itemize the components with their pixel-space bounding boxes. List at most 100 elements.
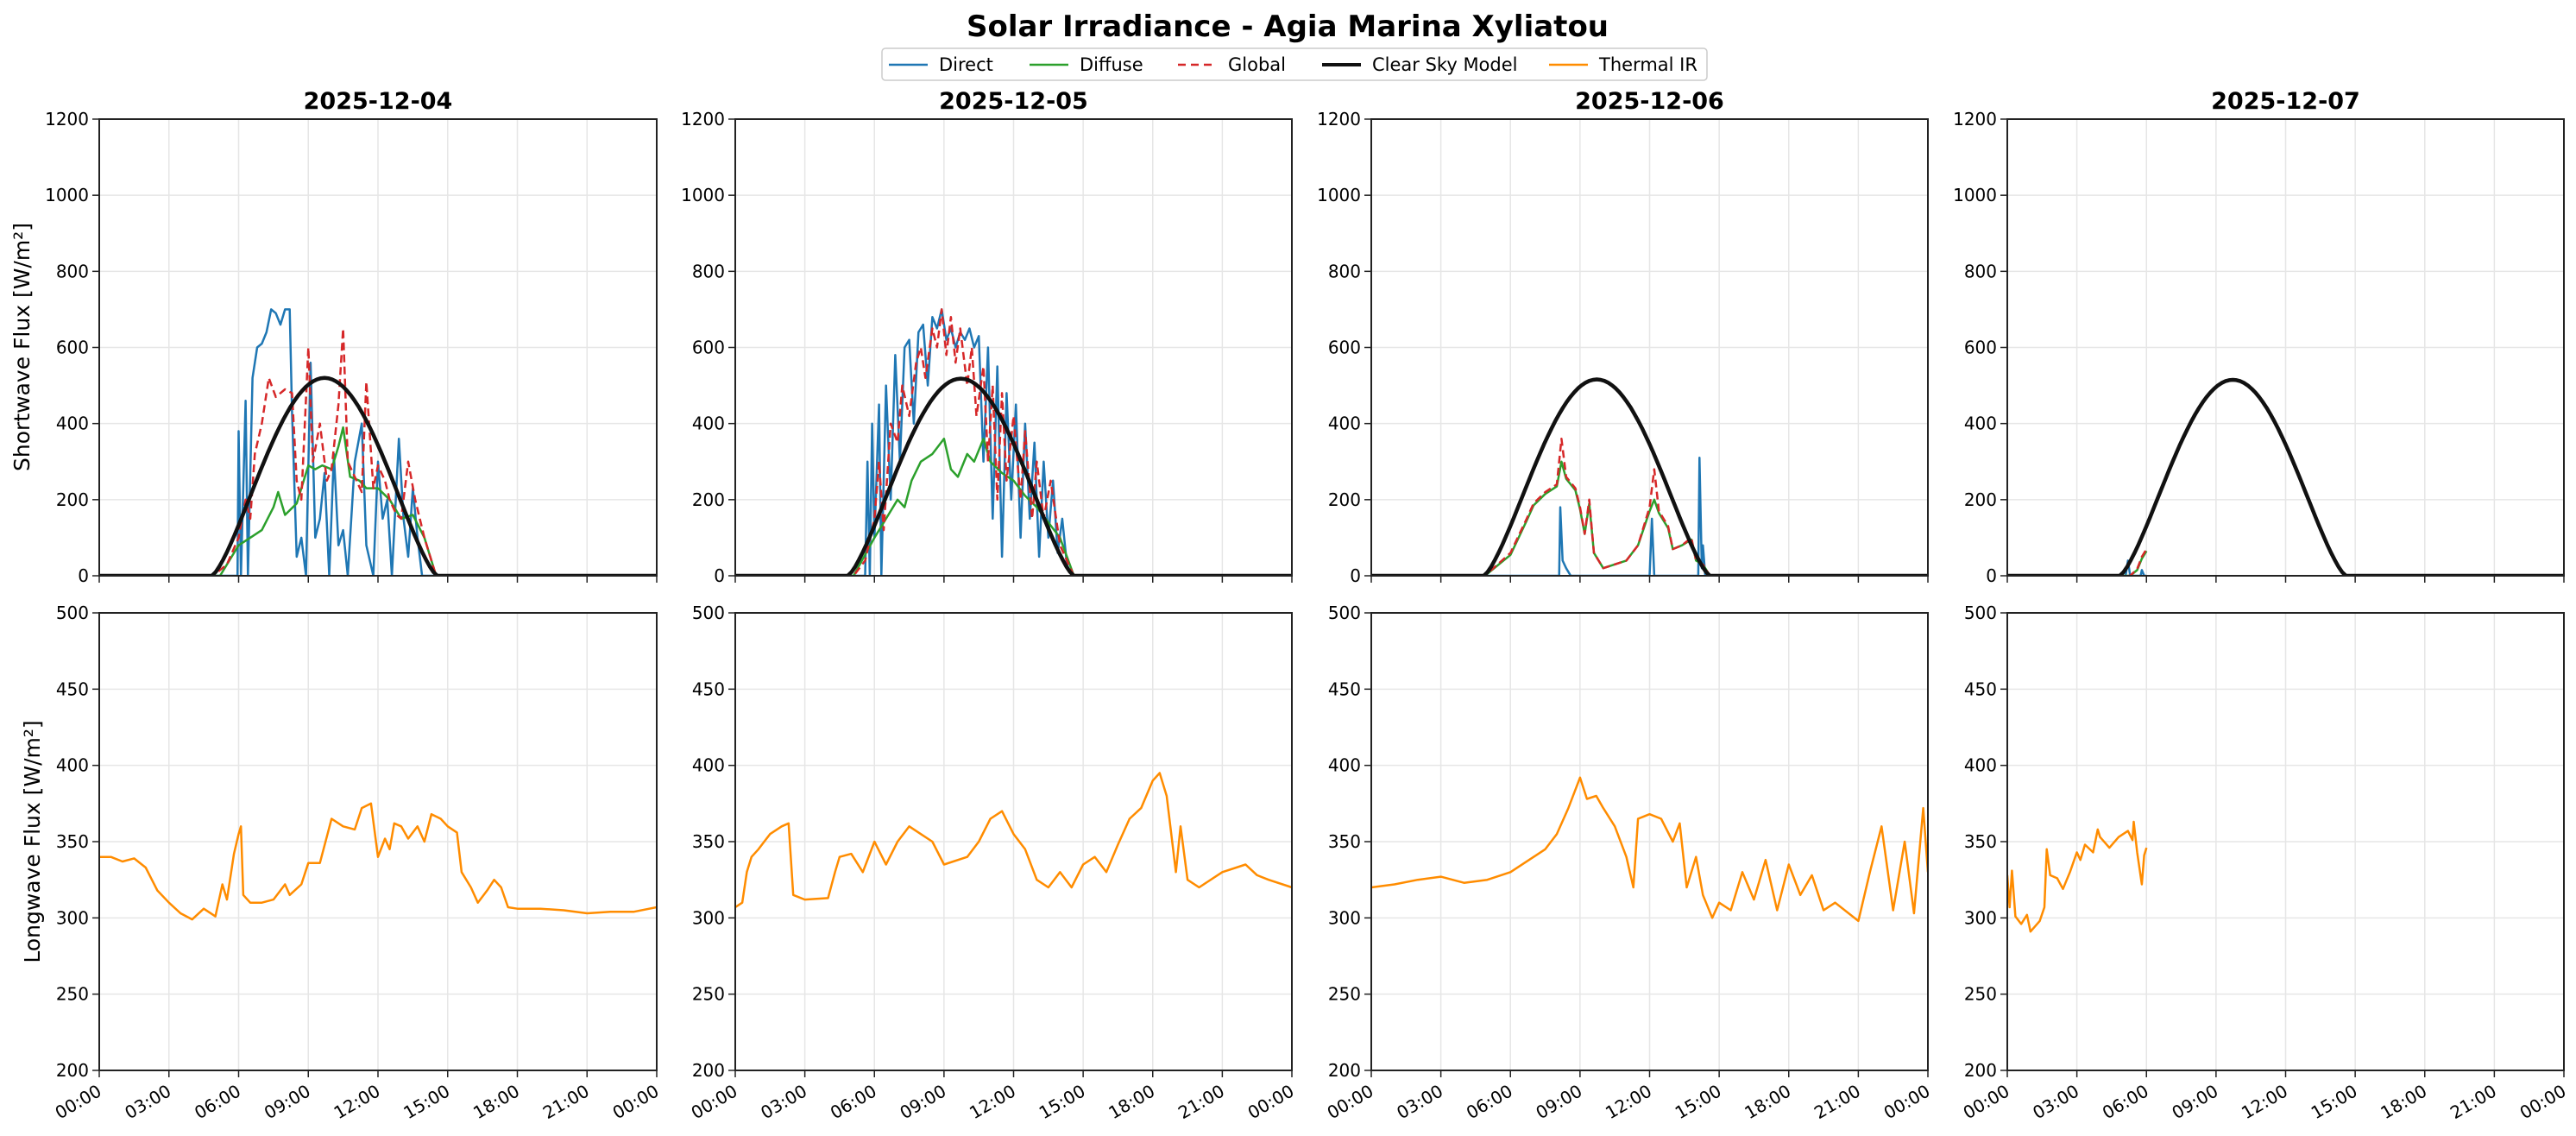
x-tick-label: 00:00 — [2516, 1081, 2570, 1124]
panel-title: 2025-12-06 — [1575, 88, 1724, 115]
x-tick-label: 03:00 — [1393, 1081, 1446, 1124]
x-tick-label: 09:00 — [896, 1081, 949, 1124]
legend-label-thermal_ir: Thermal IR — [1598, 54, 1697, 75]
x-tick-label: 09:00 — [2168, 1081, 2221, 1124]
longwave-axes: 00:00 03:00 06:00 09:00 12:00 15:00 18:00 21:00… — [1960, 603, 2570, 1123]
x-tick-label: 06:00 — [191, 1081, 244, 1124]
panel-2025-12-04: 2025-12-04 0 200 400 600 800 1000 1200 00:00 03:0… — [45, 88, 662, 1123]
series-clear-sky — [735, 376, 1292, 576]
series-clear-sky — [2007, 377, 2564, 576]
x-tick-label: 12:00 — [2238, 1081, 2291, 1124]
y-tick-label: 400 — [1964, 413, 1997, 434]
y-tick-label: 1000 — [681, 185, 725, 205]
x-tick-label: 00:00 — [688, 1081, 741, 1124]
y-axis-label-shortwave: Shortwave Flux [W/m²] — [9, 223, 35, 471]
y-tick-label: 250 — [692, 984, 725, 1005]
x-tick-label: 03:00 — [121, 1081, 174, 1124]
y-tick-label: 1000 — [45, 185, 89, 205]
plot-area — [99, 802, 657, 921]
axes-frame — [98, 612, 658, 1071]
shortwave-axes: 0 200 400 600 800 1000 1200 — [1953, 109, 2565, 586]
y-tick-label: 200 — [1964, 489, 1997, 510]
y-tick-label: 1200 — [1953, 109, 1997, 129]
y-tick-label: 0 — [78, 565, 89, 586]
x-tick-label: 12:00 — [331, 1081, 384, 1124]
y-tick-label: 200 — [56, 489, 89, 510]
x-tick-label: 18:00 — [1741, 1081, 1794, 1124]
series-direct — [99, 308, 657, 576]
axes-frame — [2006, 612, 2565, 1071]
panel-2025-12-07: 2025-12-07 0 200 400 600 800 1000 1200 00:00 03:0… — [1953, 88, 2569, 1123]
x-tick-label: 18:00 — [1105, 1081, 1158, 1124]
series-clear-sky — [99, 376, 657, 576]
series-direct — [735, 308, 1292, 576]
x-tick-label: 12:00 — [1602, 1081, 1655, 1124]
panels: 2025-12-04 0 200 400 600 800 1000 1200 00:00 03:0… — [45, 88, 2569, 1123]
x-tick-label: 06:00 — [1463, 1081, 1516, 1124]
y-tick-label: 450 — [1964, 678, 1997, 699]
axes-frame — [734, 612, 1293, 1071]
longwave-axes: 00:00 03:00 06:00 09:00 12:00 15:00 18:00 21:00… — [1324, 603, 1934, 1123]
series-global — [99, 327, 657, 576]
y-tick-label: 250 — [1328, 984, 1361, 1005]
axes-frame — [1370, 612, 1929, 1071]
y-tick-label: 400 — [1328, 413, 1361, 434]
x-tick-label: 09:00 — [1532, 1081, 1585, 1124]
panel-title: 2025-12-05 — [939, 88, 1088, 115]
y-tick-label: 0 — [1350, 565, 1361, 586]
y-tick-label: 600 — [1964, 338, 1997, 358]
legend-entry-diffuse: Diffuse — [1030, 54, 1143, 75]
y-tick-label: 300 — [1964, 907, 1997, 928]
shortwave-axes: 0 200 400 600 800 1000 1200 — [1317, 109, 1929, 586]
plot-area — [1371, 377, 1928, 576]
y-tick-label: 800 — [1964, 261, 1997, 281]
y-tick-label: 200 — [692, 489, 725, 510]
y-tick-label: 800 — [1328, 261, 1361, 281]
y-tick-label: 400 — [692, 413, 725, 434]
y-tick-label: 300 — [1328, 907, 1361, 928]
series-global — [2007, 548, 2148, 576]
y-axis-label-longwave: Longwave Flux [W/m²] — [20, 720, 45, 962]
y-tick-label: 300 — [692, 907, 725, 928]
longwave-axes: 00:00 03:00 06:00 09:00 12:00 15:00 18:00 21:00… — [688, 603, 1298, 1123]
y-tick-label: 500 — [1964, 603, 1997, 623]
panel-2025-12-05: 2025-12-05 0 200 400 600 800 1000 1200 00:00 03:0… — [681, 88, 1297, 1123]
legend-label-clear_sky: Clear Sky Model — [1372, 54, 1518, 75]
axes-frame — [734, 118, 1293, 577]
x-tick-label: 21:00 — [2447, 1081, 2500, 1124]
legend-frame — [881, 47, 1708, 81]
legend-label-diffuse: Diffuse — [1080, 54, 1143, 75]
axes-frame — [98, 118, 658, 577]
series-thermal-ir — [735, 772, 1292, 909]
y-tick-label: 200 — [1964, 1060, 1997, 1081]
series-clear-sky — [1371, 377, 1928, 576]
y-tick-label: 1200 — [45, 109, 89, 129]
legend-entry-clear_sky: Clear Sky Model — [1322, 54, 1518, 75]
y-tick-label: 350 — [1964, 831, 1997, 852]
legend-entry-thermal_ir: Thermal IR — [1549, 54, 1697, 75]
x-tick-label: 15:00 — [1672, 1081, 1725, 1124]
x-tick-label: 18:00 — [2377, 1081, 2430, 1124]
y-tick-label: 1000 — [1317, 185, 1361, 205]
legend-label-global: Global — [1228, 54, 1286, 75]
series-global — [735, 308, 1292, 576]
y-tick-label: 250 — [56, 984, 89, 1005]
y-tick-label: 0 — [1986, 565, 1997, 586]
x-tick-label: 21:00 — [1811, 1081, 1864, 1124]
y-tick-label: 500 — [56, 603, 89, 623]
x-tick-label: 06:00 — [827, 1081, 880, 1124]
plot-area — [1371, 776, 1928, 923]
shortwave-axes: 0 200 400 600 800 1000 1200 — [681, 109, 1293, 586]
x-tick-label: 00:00 — [1244, 1081, 1298, 1124]
y-tick-label: 400 — [56, 755, 89, 776]
y-tick-label: 400 — [1964, 755, 1997, 776]
y-tick-label: 350 — [692, 831, 725, 852]
series-thermal-ir — [99, 802, 657, 921]
plot-area — [99, 308, 657, 576]
y-tick-label: 400 — [1328, 755, 1361, 776]
x-tick-label: 00:00 — [52, 1081, 105, 1124]
y-tick-label: 400 — [692, 755, 725, 776]
x-tick-label: 21:00 — [539, 1081, 593, 1124]
legend-entry-global: Global — [1178, 54, 1286, 75]
y-tick-label: 450 — [692, 678, 725, 699]
